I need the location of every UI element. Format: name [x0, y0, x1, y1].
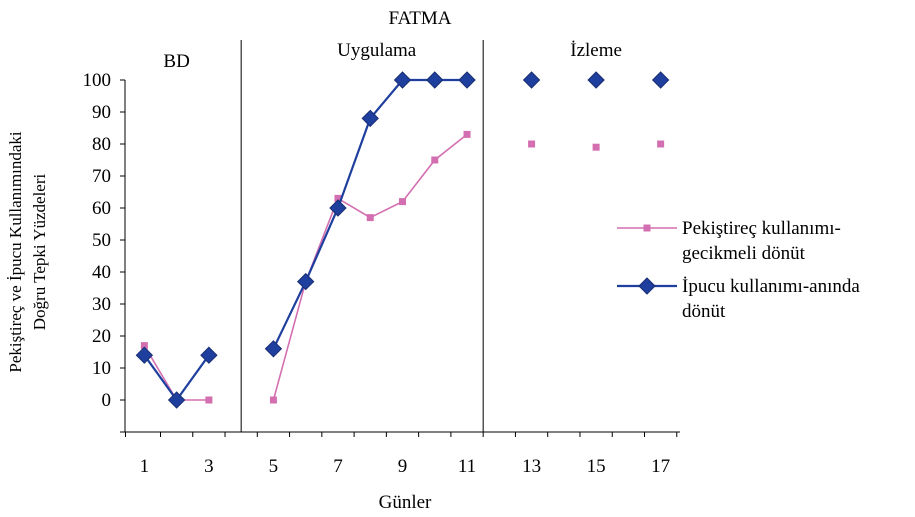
legend-marker: [638, 277, 656, 295]
data-point: [463, 130, 471, 138]
data-point: [140, 342, 148, 350]
data-point: [205, 396, 213, 404]
x-tick-label: 7: [333, 456, 343, 477]
data-point: [334, 194, 342, 202]
data-point: [393, 71, 412, 89]
legend-marker: [643, 224, 651, 232]
chart-title: FATMA: [389, 8, 452, 29]
legend: Pekiştireç kullanımı-gecikmeli dönüt İpuc…: [617, 218, 860, 322]
x-tick-label: 15: [587, 456, 606, 477]
data-point: [651, 71, 670, 89]
y-tick-label: 10: [92, 358, 111, 379]
data-point: [528, 140, 536, 148]
y-tick-label: 30: [92, 294, 111, 315]
y-tick-label: 90: [92, 102, 111, 123]
x-tick-label: 13: [522, 456, 541, 477]
series-group: [135, 71, 670, 409]
data-point: [329, 199, 347, 217]
x-tick-label: 1: [140, 456, 150, 477]
phase-label: BD: [163, 51, 189, 72]
x-tick-label: 11: [458, 456, 476, 477]
data-point: [522, 71, 541, 89]
data-point: [431, 156, 439, 164]
y-tick-label: 70: [92, 166, 111, 187]
phase-label: Uygulama: [337, 40, 417, 61]
x-tick-label: 9: [398, 456, 408, 477]
y-tick-label: 100: [83, 70, 112, 91]
y-axis-title-line-1: Pekiştireç ve İpucu Kullanımındaki: [6, 131, 25, 373]
series-line: [272, 133, 468, 401]
y-axis-title: Pekiştireç ve İpucu Kullanımındaki Doğru…: [6, 131, 49, 373]
x-tick-label: 5: [269, 456, 279, 477]
phase-markers: BD Uygulama İzleme: [163, 40, 622, 432]
y-tick-label: 60: [92, 198, 111, 219]
data-point: [296, 272, 315, 291]
y-axis-title-line-2: Doğru Tepki Yüzdeleri: [30, 173, 49, 330]
legend-label: gecikmeli dönüt: [682, 243, 806, 264]
data-point: [269, 396, 277, 404]
series-pekistirec: [140, 130, 665, 404]
x-tick-label: 3: [204, 456, 214, 477]
data-point: [200, 346, 218, 364]
y-tick-label: 50: [92, 230, 111, 251]
data-point: [264, 340, 283, 358]
legend-label: Pekiştireç kullanımı-: [682, 218, 841, 239]
y-tick-label: 0: [102, 390, 112, 411]
data-point: [167, 391, 186, 409]
data-point: [592, 143, 600, 151]
y-tick-label: 40: [92, 262, 111, 283]
y-tick-label: 80: [92, 134, 111, 155]
data-point: [399, 198, 406, 206]
data-point: [366, 214, 374, 222]
data-point: [458, 71, 476, 89]
data-point: [426, 71, 444, 89]
legend-label: İpucu kullanımı-anında: [682, 276, 860, 297]
data-point: [657, 140, 665, 148]
x-axis-title: Günler: [379, 492, 432, 513]
data-point: [587, 71, 605, 89]
legend-label: dönüt: [682, 301, 726, 322]
data-point: [361, 109, 379, 128]
x-tick-label: 17: [651, 456, 670, 477]
data-point: [135, 346, 154, 364]
y-tick-label: 20: [92, 326, 111, 347]
series-ipucu: [135, 71, 670, 409]
phase-label: İzleme: [570, 40, 622, 61]
